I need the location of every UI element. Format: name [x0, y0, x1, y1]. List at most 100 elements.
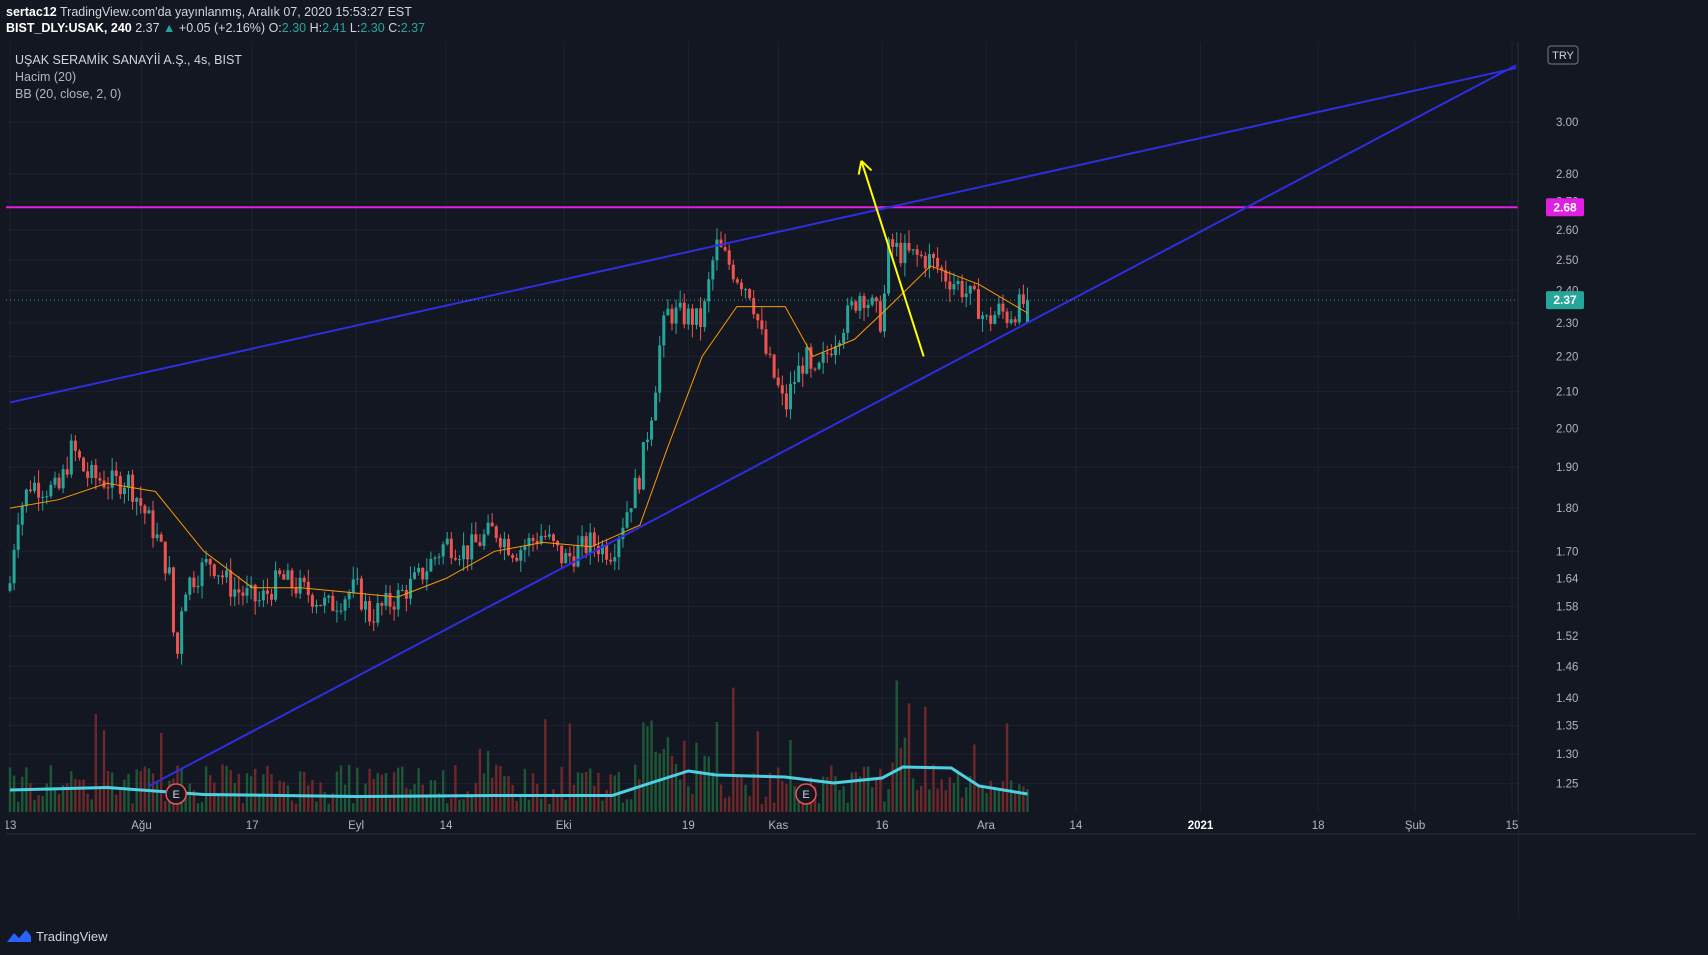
candle-body [364, 601, 368, 610]
volume-bar [866, 766, 870, 812]
author-name[interactable]: sertac12 [6, 5, 57, 19]
high-value: 2.41 [322, 21, 347, 35]
legend-volume[interactable]: Hacim (20) [15, 70, 77, 84]
volume-bar [523, 768, 527, 812]
candle-body [437, 556, 441, 558]
last-price: 2.37 [135, 21, 160, 35]
volume-bar [609, 774, 612, 812]
candle-body [167, 567, 171, 574]
legend-title[interactable]: UŞAK SERAMİK SANAYİİ A.Ş., 4s, BIST [15, 53, 242, 67]
time-tick-label: 14 [1070, 820, 1083, 832]
candle-body [466, 545, 470, 560]
volume-bar [376, 773, 379, 812]
candle-body [690, 308, 694, 325]
volume-bar [519, 796, 522, 812]
volume-bar [495, 764, 498, 812]
candle-body [931, 254, 935, 258]
chart-area[interactable]: EE 3.002.802.702.602.502.402.302.202.102… [4, 42, 1696, 918]
volume-bar [511, 785, 514, 812]
volume-bar [650, 720, 653, 812]
volume-bar [899, 747, 903, 812]
brand-label[interactable]: TradingView [36, 928, 108, 944]
up-arrow-icon: ▲ [163, 21, 176, 35]
price-chart[interactable]: EE 3.002.802.702.602.502.402.302.202.102… [4, 42, 1696, 918]
volume-bar [727, 796, 731, 812]
volume-bar [1022, 786, 1025, 812]
open-value: 2.30 [281, 21, 307, 35]
volume-bar [123, 779, 126, 812]
drawings[interactable] [6, 64, 1518, 788]
legend-bb[interactable]: BB (20, close, 2, 0) [15, 87, 122, 101]
volume-bar [213, 782, 216, 812]
candle-body [417, 567, 421, 573]
candle-body [45, 496, 49, 498]
candle-body [208, 558, 212, 565]
volume-bar [155, 782, 159, 812]
candle-body [286, 570, 290, 580]
candle-body [310, 595, 314, 607]
time-tick-label: 18 [1312, 820, 1325, 832]
indicator-legend: UŞAK SERAMİK SANAYİİ A.Ş., 4s, BIST Haci… [15, 52, 242, 103]
candle-body [433, 557, 437, 559]
candle-body [196, 585, 200, 588]
tradingview-logo-icon [7, 930, 31, 942]
symbol-label[interactable]: BIST_DLY:USAK, 240 [6, 21, 132, 35]
candle-body [229, 570, 233, 597]
volume-bar [94, 714, 98, 812]
volume-bar [907, 703, 911, 812]
candle-body [662, 315, 666, 346]
candle-body [944, 270, 948, 282]
volume-bar [245, 773, 249, 812]
close-value: 2.37 [400, 21, 426, 35]
time-tick-label: Şub [1405, 820, 1425, 832]
candle-body [37, 482, 41, 498]
volume-bar [294, 803, 298, 812]
time-axis-bg [6, 812, 1518, 918]
candle-body [617, 538, 621, 558]
volume-bar [421, 784, 424, 812]
chart-header: sertac12 TradingView.com'da yayınlanmış,… [6, 4, 425, 36]
candle-body [290, 570, 294, 588]
axes: 3.002.802.702.602.502.402.302.202.102.00… [4, 42, 1696, 918]
candle-body [1005, 311, 1009, 324]
time-tick-label: Ağu [131, 820, 151, 832]
candle-body [858, 295, 862, 311]
volume-bar [997, 790, 1001, 812]
candle-body [641, 442, 645, 490]
candle-body [245, 588, 249, 596]
volume-bar [638, 779, 641, 812]
price-tick-label: 2.30 [1556, 318, 1578, 330]
volume-bar [895, 680, 898, 812]
event-label: E [802, 789, 809, 801]
candle-body [985, 315, 989, 317]
volume-bar [347, 764, 351, 812]
candle-body [976, 289, 980, 319]
volume-bar [380, 774, 384, 812]
candle-body [592, 532, 596, 546]
volume-bar [188, 783, 191, 812]
upper-trendline [9, 67, 1517, 404]
volume-bar [323, 792, 326, 812]
candle-body [568, 552, 572, 557]
candle-body [429, 558, 433, 572]
volume-bar [915, 789, 919, 812]
candle-body [33, 482, 37, 492]
ohlc-line: BIST_DLY:USAK, 240 2.37 ▲ +0.05 (+2.16%)… [6, 20, 425, 36]
candle-body [580, 536, 584, 546]
price-tick-label: 1.46 [1556, 661, 1578, 673]
low-value: 2.30 [360, 21, 385, 35]
candle-body [302, 577, 306, 582]
candle-body [911, 249, 915, 251]
candle-body [94, 464, 98, 479]
candle-body [106, 487, 110, 489]
volume-bar [556, 796, 559, 812]
time-tick-label: Eyl [348, 820, 364, 832]
candle-body [715, 239, 719, 261]
volume-bar [360, 798, 363, 812]
candle-body [233, 589, 237, 597]
candle-body [870, 297, 874, 305]
candle-body [768, 353, 772, 355]
candle-body [711, 260, 715, 280]
candle-body [927, 254, 931, 269]
